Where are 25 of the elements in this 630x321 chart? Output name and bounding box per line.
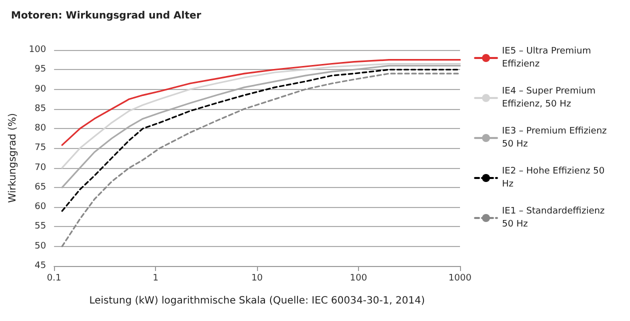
y-axis-title: Wirkungsgrad (%)	[8, 113, 18, 203]
legend-label: IE5 – Ultra Premium Effizienz	[502, 46, 594, 70]
y-tick-label: 55	[34, 222, 46, 232]
y-tick-label: 45	[34, 261, 46, 271]
y-tick-label: 75	[34, 143, 46, 154]
y-tick-label: 70	[34, 162, 46, 173]
y-tick-label: 65	[34, 182, 46, 192]
x-tick-label: 10	[251, 274, 264, 284]
y-tick-label: 50	[34, 241, 46, 252]
chart-title: Motoren: Wirkungsgrad und Alter	[11, 10, 202, 22]
y-tick-label: 85	[34, 104, 46, 114]
y-tick-label: 60	[34, 202, 46, 212]
x-tick-label: 1	[152, 274, 158, 284]
legend-label: IE1 – Standardeffizienz 50 Hz	[502, 206, 608, 230]
x-tick-label: 100	[350, 274, 368, 284]
y-tick-label: 90	[34, 84, 46, 94]
y-tick-label: 100	[28, 45, 46, 55]
x-tick-label: 0.1	[46, 274, 62, 284]
legend-label: IE4 – Super Premium Effizienz, 50 Hz	[502, 86, 598, 110]
legend-label: IE3 – Premium Effizienz 50 Hz	[502, 126, 610, 150]
y-tick-label: 80	[34, 124, 46, 134]
y-tick-label: 95	[34, 64, 46, 75]
legend-label: IE2 – Hohe Effizienz 50 Hz	[502, 166, 608, 190]
x-axis-title: Leistung (kW) logarithmische Skala (Quelle: IEC 60034-30-1, 2014)	[89, 296, 425, 306]
x-tick-label: 1000	[448, 274, 472, 284]
